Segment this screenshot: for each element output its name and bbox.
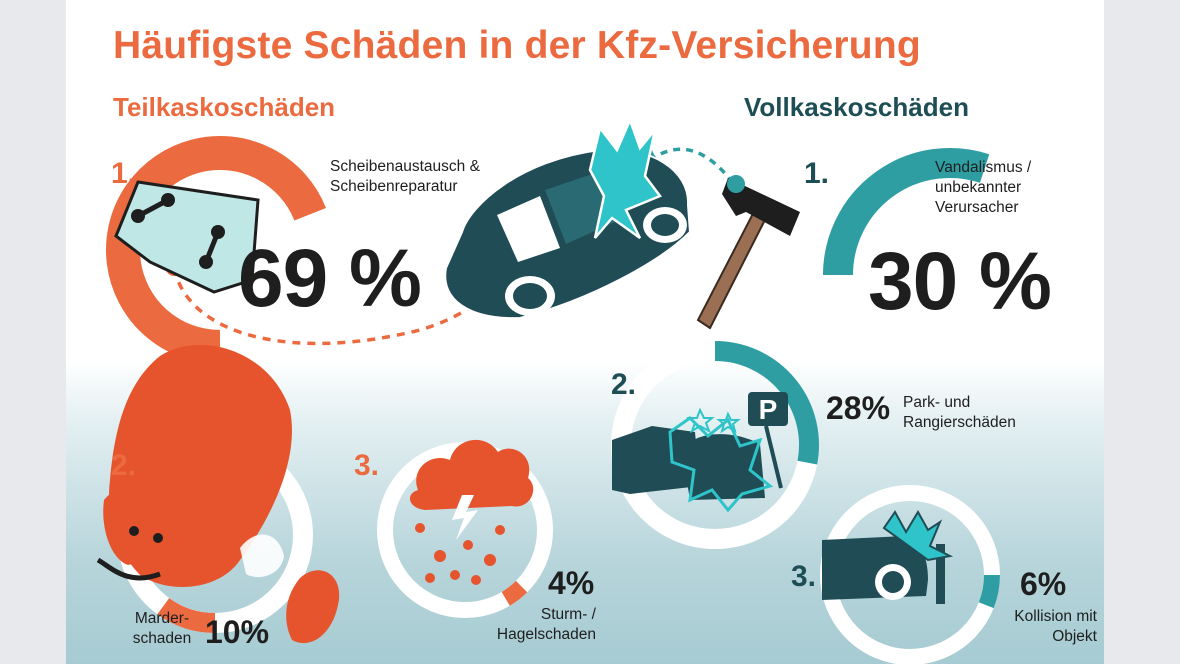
gauge-arc-vollkasko-2 [714,341,819,465]
rank-teilkasko-1: 1. [111,157,137,190]
marten-icon [96,344,340,644]
page-title: Häufigste Schäden in der Kfz-Versicherun… [113,24,921,67]
label-park-rangier: Park- und Rangierschäden [903,394,1016,431]
percent-park-rangier: 28% [826,390,891,426]
section-title-teilkasko: Teilkaskoschäden [113,92,336,122]
gauge-arc-teilkasko-3 [501,580,528,606]
rank-teilkasko-2: 2. [111,449,137,482]
rank-teilkasko-3: 3. [354,449,380,482]
gauge-arc-teilkasko-2 [157,597,216,633]
label-vandalismus: Vandalismus / unbekannter Verursacher [935,159,1032,216]
percent-vandalismus: 30 % [868,236,1052,327]
gauge-arc-vollkasko-1 [823,148,990,276]
rank-vollkasko-3: 3. [791,560,817,593]
section-title-vollkasko: Vollkaskoschäden [744,92,969,122]
parking-crash-icon: P [612,392,788,513]
label-kollision: Kollision mit Objekt [1014,608,1097,645]
hammer-icon [696,175,800,330]
percent-sturm-hagel: 4% [548,565,595,601]
windshield-icon [114,180,260,294]
collision-object-icon [822,510,954,604]
percent-scheibenaustausch: 69 % [238,233,422,324]
label-sturm-hagel: Sturm- / Hagelschaden [496,606,596,643]
hail-storm-icon [409,439,534,585]
dashed-arrow-line-teal [649,147,735,185]
percent-kollision: 6% [1020,566,1067,602]
gauge-arc-vollkasko-3 [978,574,1000,609]
label-marderschaden: Marder-schaden [132,610,192,647]
rank-vollkasko-1: 1. [804,157,830,190]
percent-marderschaden: 10% [205,614,270,650]
rank-vollkasko-2: 2. [611,368,637,401]
svg-text:P: P [759,394,778,425]
label-scheibenaustausch: Scheibenaustausch & Scheibenreparatur [330,158,480,195]
car-damage-icon [444,116,692,320]
